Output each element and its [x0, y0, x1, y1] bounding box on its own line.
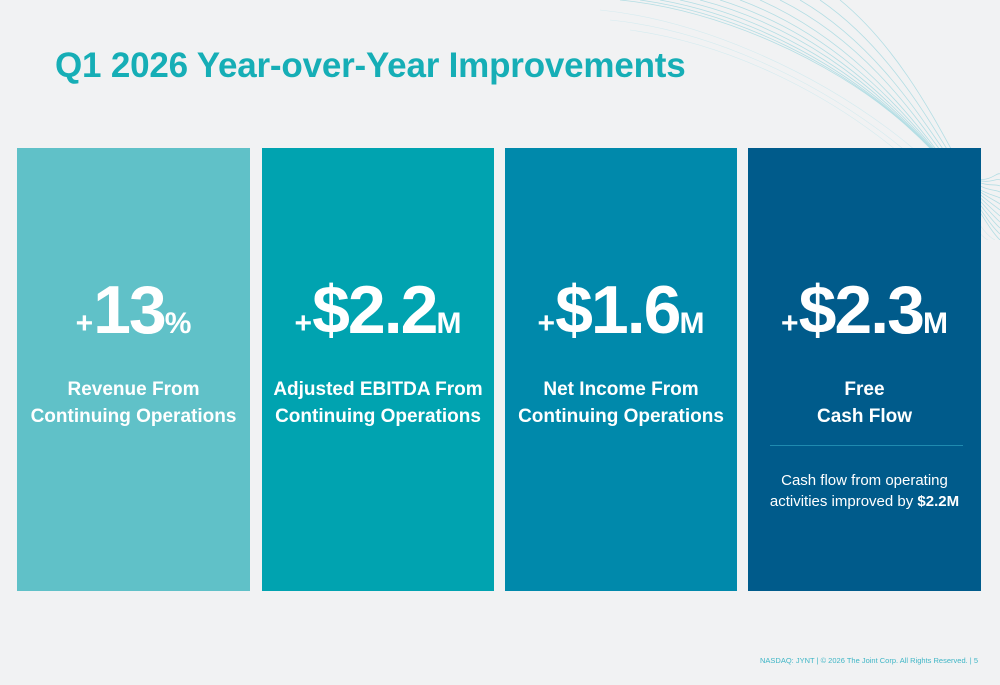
metric-label-line: Continuing Operations — [275, 406, 481, 427]
metric-label: Revenue From Continuing Operations — [17, 376, 250, 430]
metric-note-text: activities improved by — [769, 493, 918, 510]
metric-label-line: Adjusted EBITDA From — [273, 379, 483, 400]
metric-label: Adjusted EBITDA From Continuing Operatio… — [262, 376, 494, 430]
metric-value: +13% — [17, 276, 250, 344]
page-title: Q1 2026 Year-over-Year Improvements — [55, 46, 686, 85]
metric-unit: % — [164, 307, 192, 340]
metric-card-free-cash-flow: +$2.3M Free Cash Flow Cash flow from ope… — [748, 148, 981, 591]
metric-note-highlight: $2.2M — [917, 493, 960, 510]
metric-card-net-income: +$1.6M Net Income From Continuing Operat… — [505, 148, 737, 591]
metric-note-line: Cash flow from operating — [781, 472, 948, 489]
metric-label-line: Net Income From — [543, 379, 699, 400]
metric-number: $2.2 — [312, 272, 438, 348]
metric-number: $1.6 — [555, 272, 681, 348]
metric-unit: M — [922, 307, 948, 340]
metric-value: +$2.3M — [748, 276, 981, 344]
metric-label-line: Cash Flow — [816, 406, 912, 427]
metric-label-line: Continuing Operations — [30, 406, 237, 427]
metric-label-line: Continuing Operations — [518, 406, 724, 427]
footer-text: NASDAQ: JYNT | © 2026 The Joint Corp. Al… — [760, 656, 978, 665]
metric-number: 13 — [93, 272, 167, 348]
metric-unit: M — [436, 307, 462, 340]
metric-note-line: activities improved by $2.2M — [748, 491, 981, 512]
metric-value: +$2.2M — [262, 276, 494, 344]
metric-sign: + — [294, 307, 313, 340]
metric-sign: + — [537, 307, 556, 340]
metric-label: Net Income From Continuing Operations — [505, 376, 737, 430]
metric-note: Cash flow from operating activities impr… — [748, 470, 981, 512]
metric-card-revenue: +13% Revenue From Continuing Operations — [17, 148, 250, 591]
metric-unit: M — [679, 307, 705, 340]
metric-value: +$1.6M — [505, 276, 737, 344]
metric-card-adjusted-ebitda: +$2.2M Adjusted EBITDA From Continuing O… — [262, 148, 494, 591]
metric-sign: + — [75, 307, 94, 340]
metric-number: $2.3 — [798, 272, 925, 348]
metric-sign: + — [781, 307, 799, 340]
metric-label-line: Revenue From — [67, 379, 200, 400]
metric-label: Free Cash Flow — [748, 376, 981, 430]
metric-label-line: Free — [844, 379, 885, 400]
card-divider — [770, 445, 963, 446]
